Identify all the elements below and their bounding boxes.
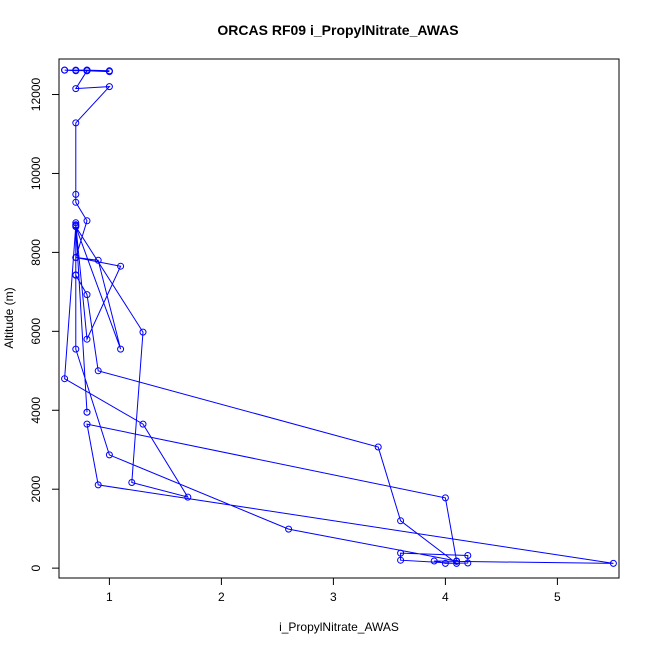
data-point <box>464 559 472 567</box>
data-point <box>609 559 617 567</box>
data-point <box>83 217 91 225</box>
y-tick-label: 6000 <box>29 318 43 345</box>
data-point <box>117 345 125 353</box>
data-point <box>105 68 113 76</box>
y-tick-label: 10000 <box>29 156 43 190</box>
data-point <box>441 494 449 502</box>
data-point <box>128 479 136 486</box>
data-point <box>397 556 405 564</box>
y-tick-label: 0 <box>29 564 43 571</box>
data-point <box>464 552 472 559</box>
data-point <box>83 408 91 416</box>
data-point <box>453 557 461 565</box>
data-point <box>72 85 80 93</box>
data-point <box>430 557 438 565</box>
data-point <box>61 375 69 383</box>
data-point <box>83 335 91 343</box>
data-point <box>72 222 80 230</box>
data-point <box>139 420 147 428</box>
data-point <box>72 345 80 353</box>
x-tick-label: 2 <box>218 590 225 604</box>
data-point <box>72 198 80 206</box>
data-point <box>94 367 102 375</box>
y-tick-label: 4000 <box>29 397 43 424</box>
data-point <box>184 493 192 501</box>
data-point <box>72 219 80 227</box>
data-point <box>441 559 449 567</box>
x-axis: 1 2 3 4 5 <box>106 577 561 604</box>
data-point <box>83 420 91 428</box>
plot-frame <box>58 58 620 579</box>
y-tick-label: 12000 <box>29 78 43 112</box>
y-axis: 0 2000 4000 6000 8000 10000 12000 <box>29 78 60 571</box>
data-point <box>105 451 113 459</box>
data-point <box>105 83 113 91</box>
data-point <box>83 67 91 75</box>
data-point <box>453 559 461 567</box>
data-point <box>83 291 91 299</box>
x-tick-label: 4 <box>442 590 449 604</box>
series-line <box>64 69 614 564</box>
series-layer <box>61 66 617 567</box>
x-tick-label: 3 <box>330 590 337 604</box>
data-point <box>61 66 69 74</box>
x-tick-label: 1 <box>106 590 113 604</box>
x-axis-label: i_PropylNitrate_AWAS <box>279 620 399 634</box>
y-tick-label: 8000 <box>29 239 43 266</box>
data-point <box>94 256 102 264</box>
data-point <box>397 517 405 525</box>
data-point <box>285 525 293 533</box>
y-tick-label: 2000 <box>29 476 43 503</box>
data-point <box>72 254 80 261</box>
data-point <box>139 328 147 336</box>
data-point <box>72 271 80 279</box>
data-point <box>94 481 102 489</box>
data-point <box>117 262 125 270</box>
data-point <box>72 119 80 127</box>
data-point <box>72 190 80 198</box>
y-axis-label: Altitude (m) <box>2 287 16 348</box>
data-point <box>374 443 382 451</box>
x-tick-label: 5 <box>554 590 561 604</box>
data-point <box>72 67 80 75</box>
data-point <box>397 549 405 557</box>
chart-title: ORCAS RF09 i_PropylNitrate_AWAS <box>217 22 458 38</box>
